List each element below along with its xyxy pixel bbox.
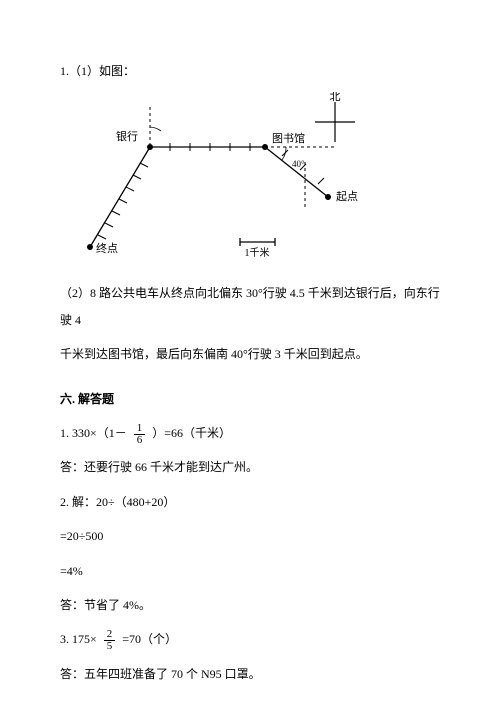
problem-2-answer: 答：节省了 4%。 <box>60 592 440 618</box>
angle-40: 40° <box>292 159 305 169</box>
p3-fraction: 2 5 <box>104 629 116 652</box>
problem-3-answer: 答：五年四班准备了 70 个 N95 口罩。 <box>60 661 440 687</box>
p1-text-b: ）=66（千米） <box>152 426 231 440</box>
p1-fraction: 1 6 <box>134 423 146 446</box>
problem-1-answer: 答：还要行驶 66 千米才能到达广州。 <box>60 454 440 480</box>
q1-part2-line1: （2）8 路公共电车从终点向北偏东 30°行驶 4.5 千米到达银行后，向东行驶… <box>60 280 440 333</box>
scale-label: 1千米 <box>245 246 270 259</box>
p3-text-a: 3. 175× <box>60 632 97 646</box>
bank-label: 银行 <box>116 129 138 143</box>
problem-2-line2: =20÷500 <box>60 523 440 549</box>
library-label: 图书馆 <box>272 131 305 145</box>
section-6-title: 六. 解答题 <box>60 386 440 412</box>
q1-part1-heading: 1.（1）如图： <box>60 58 440 84</box>
problem-2-line1: 2. 解：20÷（480+20） <box>60 489 440 515</box>
problem-1-expr: 1. 330×（1－ 1 6 ）=66（千米） <box>60 420 440 446</box>
start-label: 起点 <box>336 190 358 203</box>
end-label: 终点 <box>96 241 118 255</box>
p3-text-b: =70（个） <box>122 632 177 646</box>
route-diagram: 北 40° 银行 图书馆 起点 终点 <box>60 92 360 272</box>
q1-part2-line2: 千米到达图书馆，最后向东偏南 40°行驶 3 千米回到起点。 <box>60 341 440 367</box>
north-label: 北 <box>330 92 341 103</box>
p1-text-a: 1. 330×（1－ <box>60 426 127 440</box>
problem-2-line3: =4% <box>60 558 440 584</box>
problem-3-expr: 3. 175× 2 5 =70（个） <box>60 626 440 652</box>
